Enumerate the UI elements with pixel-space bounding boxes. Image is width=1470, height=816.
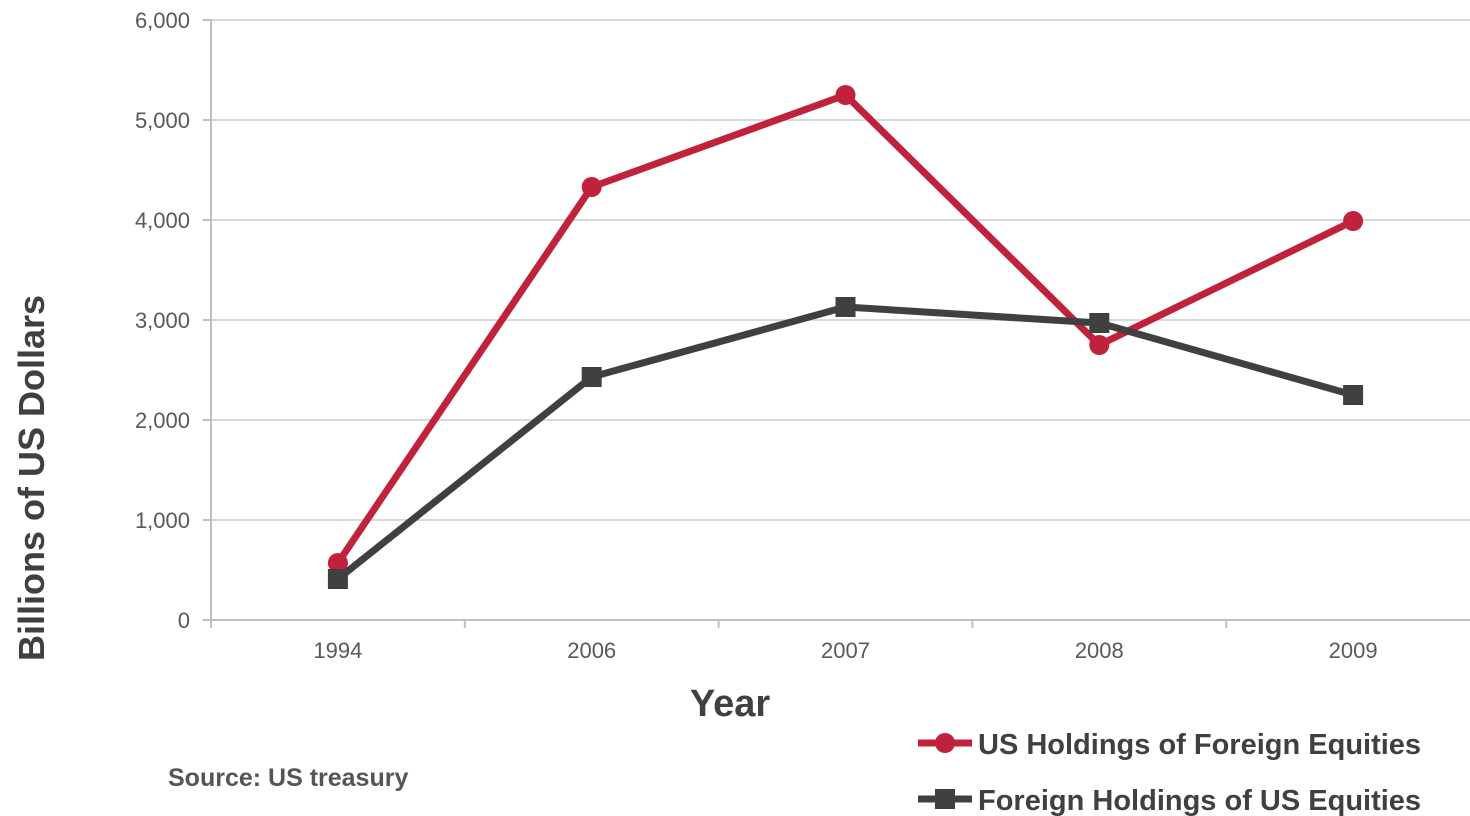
legend: US Holdings of Foreign Equities Foreign H… [918,729,1421,816]
series-2 [327,297,1364,589]
y-tick-label: 3,000 [135,308,190,333]
y-tick-label: 5,000 [135,108,190,133]
y-tick-label: 0 [178,608,190,633]
y-tick-label: 1,000 [135,508,190,533]
data-point [327,569,348,589]
series-1 [327,85,1364,573]
y-tick-labels: 0 1,000 2,000 3,000 4,000 5,000 6,000 [135,8,190,633]
data-point [1343,211,1364,231]
gridlines [203,19,1470,621]
data-point [327,553,348,573]
x-tick-label: 2008 [1075,638,1124,663]
legend-item: US Holdings of Foreign Equities [918,729,1421,761]
x-tick-label: 1994 [313,638,362,663]
data-point [835,85,856,105]
x-axis-title: Year [690,683,771,725]
data-point [1343,385,1364,405]
axes [210,20,1470,621]
y-axis-title: Billions of US Dollars [11,295,52,661]
series-line [334,303,1357,583]
y-tick-label: 2,000 [135,408,190,433]
y-tick-label: 6,000 [135,8,190,33]
legend-label: US Holdings of Foreign Equities [978,729,1421,761]
data-point [835,297,856,317]
data-point [581,367,602,387]
y-tick-label: 4,000 [135,208,190,233]
legend-label: Foreign Holdings of US Equities [978,785,1421,816]
series-line [334,91,1357,567]
series-layer [327,85,1364,589]
legend-marker [935,733,955,753]
x-tick-label: 2007 [821,638,870,663]
x-tick-label: 2009 [1329,638,1378,663]
source-note: Source: US treasury [168,764,408,792]
x-tick-labels: 1994 2006 2007 2008 2009 [210,620,1378,663]
data-point [1089,335,1110,355]
x-tick-label: 2006 [567,638,616,663]
legend-item: Foreign Holdings of US Equities [918,785,1421,816]
legend-marker [935,789,955,809]
data-point [581,177,602,197]
data-point [1089,313,1110,333]
